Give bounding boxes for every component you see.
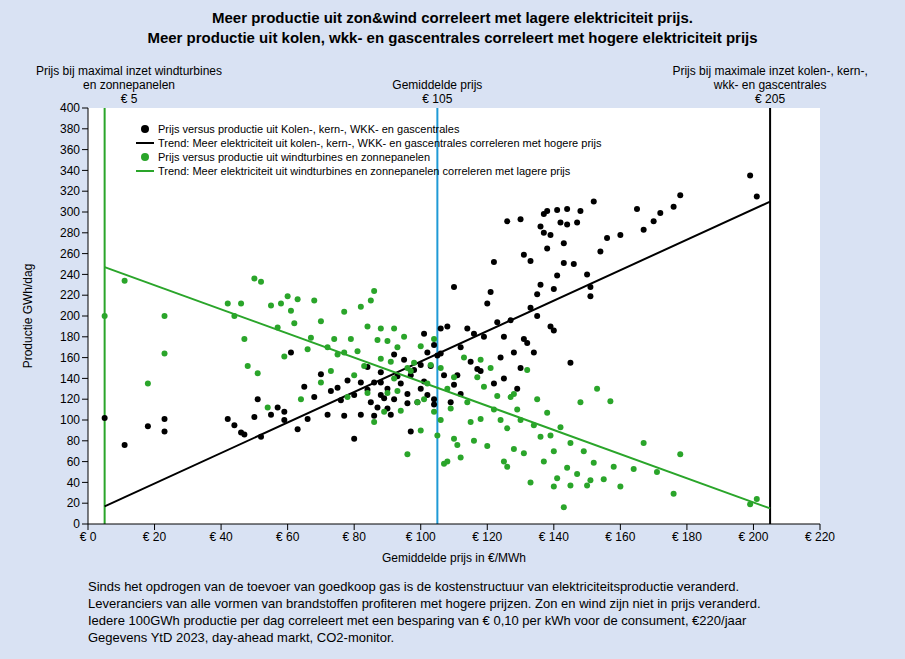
svg-text:140: 140	[60, 372, 80, 386]
svg-text:400: 400	[60, 101, 80, 115]
svg-text:260: 260	[60, 247, 80, 261]
svg-text:360: 360	[60, 143, 80, 157]
svg-text:20: 20	[67, 496, 81, 510]
svg-text:340: 340	[60, 164, 80, 178]
svg-text:€ 180: € 180	[672, 530, 702, 544]
svg-text:€ 80: € 80	[343, 530, 367, 544]
svg-text:40: 40	[67, 476, 81, 490]
svg-text:€ 60: € 60	[276, 530, 300, 544]
svg-text:€ 160: € 160	[605, 530, 635, 544]
svg-text:€ 20: € 20	[143, 530, 167, 544]
svg-text:100: 100	[60, 413, 80, 427]
svg-text:€ 120: € 120	[472, 530, 502, 544]
svg-text:200: 200	[60, 309, 80, 323]
svg-text:280: 280	[60, 226, 80, 240]
svg-text:€ 100: € 100	[406, 530, 436, 544]
svg-text:180: 180	[60, 330, 80, 344]
svg-text:€ 220: € 220	[805, 530, 835, 544]
svg-text:0: 0	[73, 517, 80, 531]
svg-text:€ 140: € 140	[539, 530, 569, 544]
svg-text:Gemiddelde prijs in €/MWh: Gemiddelde prijs in €/MWh	[382, 551, 526, 565]
svg-text:€ 0: € 0	[80, 530, 97, 544]
svg-text:240: 240	[60, 268, 80, 282]
svg-text:Productie GWh/dag: Productie GWh/dag	[21, 264, 35, 369]
svg-text:300: 300	[60, 205, 80, 219]
svg-text:220: 220	[60, 288, 80, 302]
svg-text:80: 80	[67, 434, 81, 448]
svg-text:160: 160	[60, 351, 80, 365]
svg-text:380: 380	[60, 122, 80, 136]
svg-text:€ 40: € 40	[209, 530, 233, 544]
svg-text:120: 120	[60, 392, 80, 406]
svg-text:60: 60	[67, 455, 81, 469]
svg-text:€ 200: € 200	[738, 530, 768, 544]
svg-text:320: 320	[60, 184, 80, 198]
